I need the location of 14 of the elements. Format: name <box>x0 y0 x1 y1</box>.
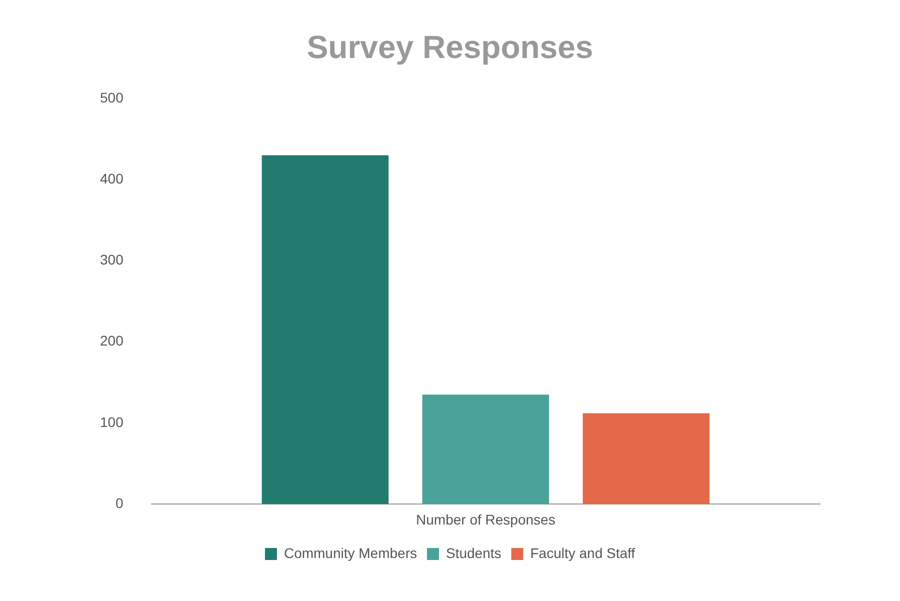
x-tick-label: Number of Responses <box>416 511 556 528</box>
legend-label: Faculty and Staff <box>530 544 636 561</box>
y-tick-label: 300 <box>100 252 124 268</box>
legend-label: Students <box>446 544 502 561</box>
chart-title: Survey Responses <box>306 29 594 66</box>
bar <box>262 155 389 504</box>
y-tick-label: 400 <box>100 170 124 186</box>
y-tick-label: 500 <box>100 89 124 106</box>
y-tick-label: 0 <box>116 495 124 512</box>
legend-label: Community Members <box>284 544 417 561</box>
y-tick-label: 200 <box>100 332 124 349</box>
y-tick-label: 100 <box>100 414 124 430</box>
bar <box>422 394 550 504</box>
bar <box>582 413 710 504</box>
